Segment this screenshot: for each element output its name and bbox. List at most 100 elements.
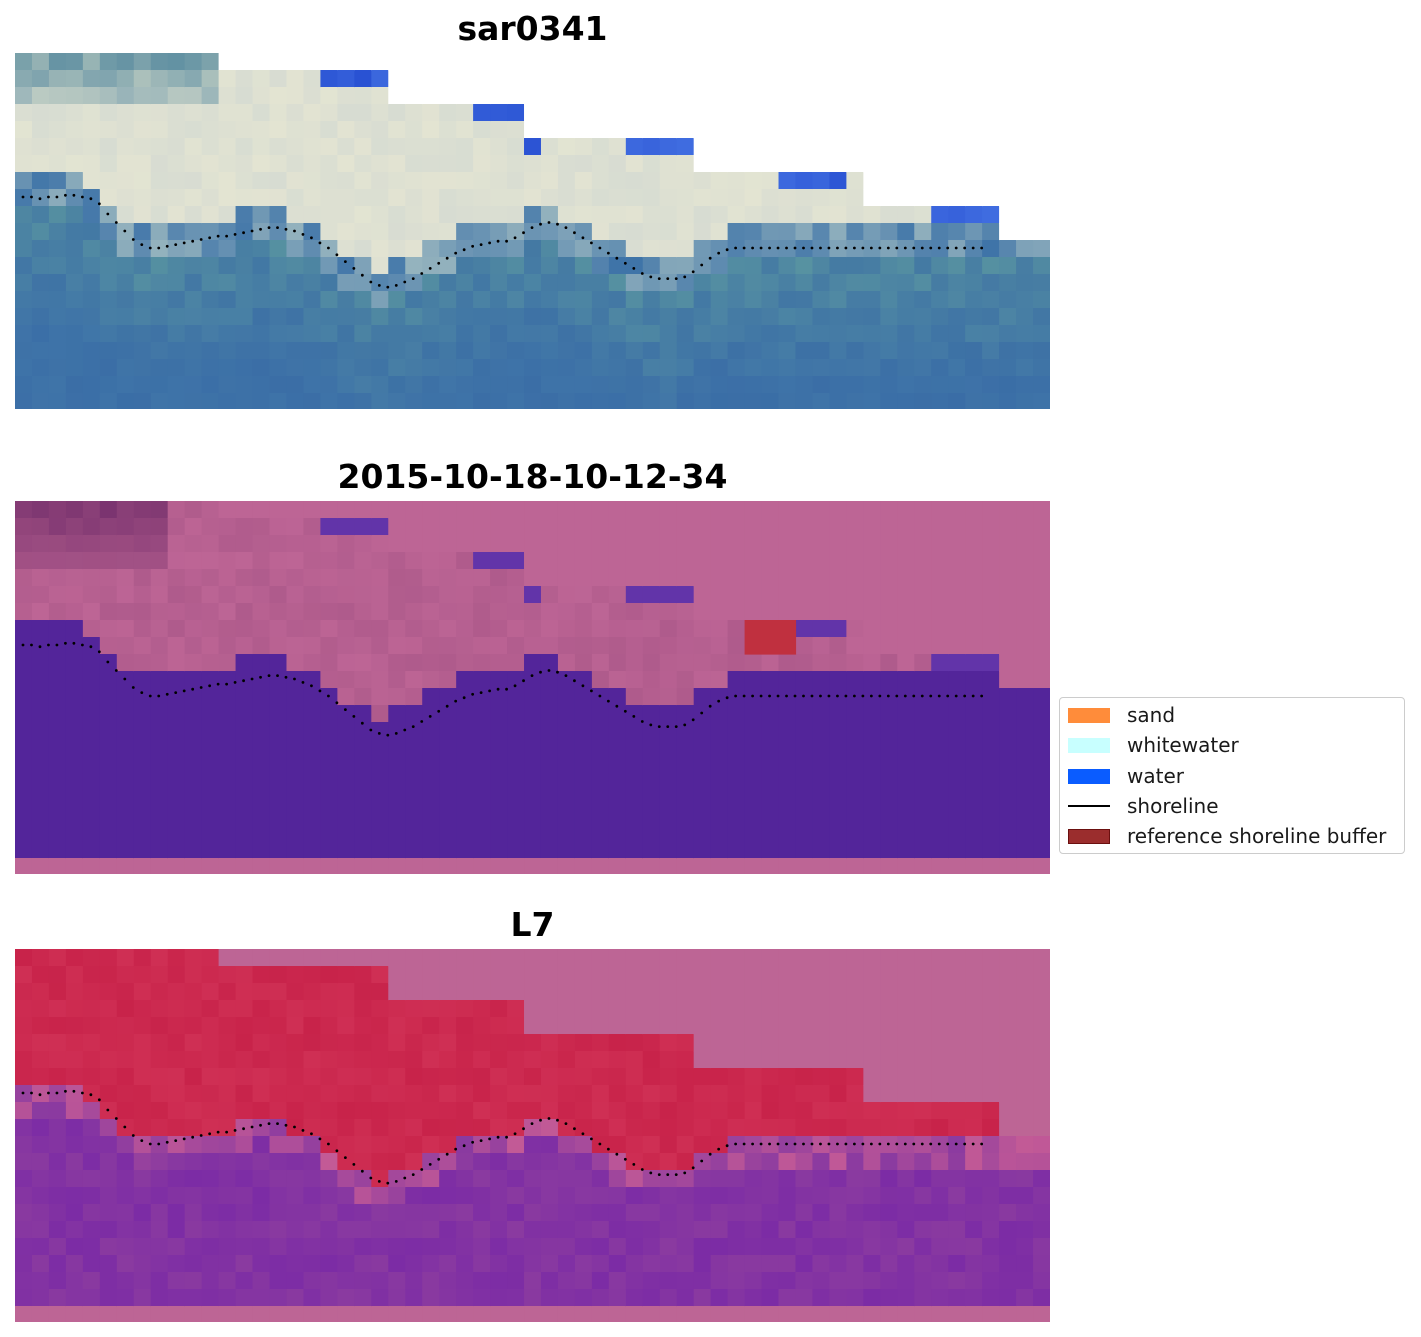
rgb-pixel [337,189,355,207]
shoreline-point [47,1091,50,1095]
class-pixel [812,535,831,553]
index-pixel [320,1170,338,1188]
index-pixel [116,1102,135,1120]
rgb-pixel [795,138,814,156]
class-pixel [744,518,763,536]
class-pixel [48,501,67,519]
rgb-pixel [778,223,797,241]
index-pixel [218,1272,237,1290]
rgb-pixel [286,376,305,394]
rgb-pixel [1016,70,1034,88]
shoreline-point [182,689,186,693]
rgb-pixel [286,172,305,190]
rgb-pixel [659,121,678,139]
rgb-pixel [642,155,661,173]
class-pixel [218,501,237,519]
index-pixel [235,1068,254,1086]
index-pixel [456,1187,474,1205]
class-pixel [846,773,864,791]
index-pixel [201,1272,220,1290]
index-pixel [286,1034,305,1052]
class-pixel [846,637,864,655]
rgb-pixel [693,87,712,105]
class-pixel [252,773,271,791]
index-pixel [150,1153,169,1171]
rgb-pixel [710,53,729,71]
rgb-pixel [642,223,661,241]
rgb-pixel [524,223,542,241]
class-pixel [676,790,695,808]
index-pixel [727,1051,746,1069]
index-pixel [133,1170,152,1188]
rgb-pixel [846,87,864,105]
rgb-pixel [65,189,84,207]
index-pixel [405,1034,423,1052]
rgb-pixel [184,274,203,292]
index-pixel [557,1289,576,1307]
shoreline-point [615,704,619,708]
rgb-pixel [795,359,814,377]
rgb-pixel [65,393,84,409]
class-pixel [150,654,169,672]
index-pixel [608,1153,627,1171]
index-pixel [439,983,457,1001]
class-pixel [676,535,695,553]
shoreline-point [590,1137,593,1141]
class-pixel [744,722,763,740]
rgb-pixel [405,189,423,207]
class-pixel [999,722,1017,740]
rgb-pixel [1016,325,1034,343]
rgb-pixel [320,359,338,377]
class-pixel [65,501,84,519]
class-pixel [167,841,186,859]
class-pixel [422,603,440,621]
index-pixel [982,949,1000,967]
index-pixel [320,1068,338,1086]
rgb-pixel [184,359,203,377]
class-pixel [727,501,746,519]
shoreline-point [819,1142,822,1146]
index-pixel [405,1119,423,1137]
rgb-pixel [65,138,84,156]
shoreline-point [742,246,746,250]
class-pixel [574,858,593,874]
index-pixel [320,1221,338,1239]
class-pixel [422,773,440,791]
index-pixel [540,1238,559,1256]
index-pixel [388,949,406,967]
rgb-pixel [524,172,542,190]
rgb-pixel [473,87,491,105]
class-pixel [218,773,237,791]
index-pixel [812,1102,831,1120]
class-pixel [405,705,423,723]
index-pixel [829,1017,847,1035]
index-pixel [608,1221,627,1239]
rgb-pixel [218,53,237,71]
class-pixel [863,620,881,638]
class-pixel [31,535,50,553]
rgb-pixel [133,257,152,275]
rgb-pixel [846,274,864,292]
shoreline-point [259,675,262,679]
index-pixel [591,1289,610,1307]
class-pixel [133,501,152,519]
shoreline-point [556,1118,559,1122]
class-pixel [676,501,695,519]
rgb-pixel [48,121,67,139]
class-pixel [354,637,372,655]
index-pixel [557,1221,576,1239]
rgb-pixel [218,359,237,377]
rgb-pixel [422,172,440,190]
rgb-pixel [727,53,746,71]
index-pixel [1016,1034,1034,1052]
rgb-pixel [812,342,831,360]
class-pixel [269,603,288,621]
index-pixel [999,1238,1017,1256]
class-pixel [846,705,864,723]
class-pixel [982,688,1000,706]
rgb-pixel [625,53,644,71]
shoreline-point [242,231,245,235]
class-pixel [948,807,966,825]
index-pixel [388,1017,406,1035]
class-pixel [31,654,50,672]
